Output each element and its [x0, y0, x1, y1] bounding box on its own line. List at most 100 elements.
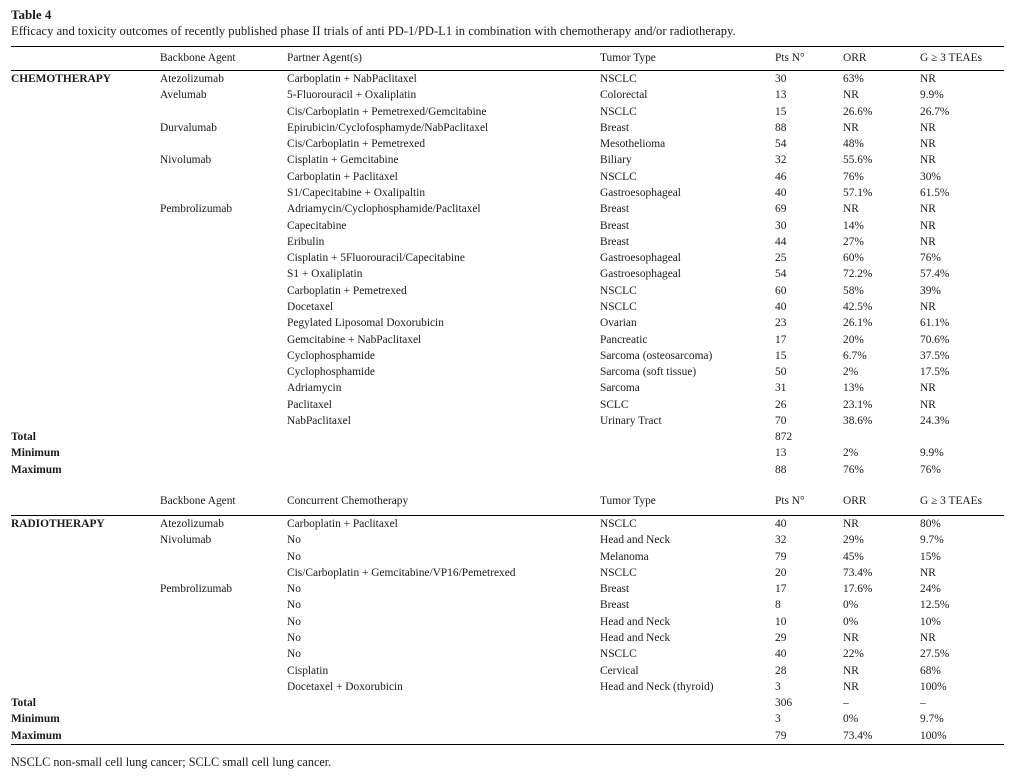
table-cell: Sarcoma (soft tissue): [600, 366, 697, 379]
section-label-cell: [11, 266, 160, 282]
summary-value-cell: 76%: [920, 463, 941, 476]
table-row: Carboplatin + Pemetrexed NSCLC 60 58% 39%: [11, 283, 1004, 299]
table-cell: 61.5%: [920, 186, 950, 199]
summary-value-cell: 2%: [843, 447, 859, 460]
table-cell: Head and Neck: [600, 615, 671, 628]
section-label-cell: [11, 332, 160, 348]
summary-label-cell: Minimum: [11, 447, 60, 460]
section-label-cell: [11, 532, 160, 548]
summary-value-cell: [600, 429, 775, 445]
column-header: Pts N°: [775, 47, 843, 71]
summary-value-cell: [600, 462, 775, 478]
table-cell: 54: [775, 138, 787, 151]
summary-row: Total 872: [11, 429, 1004, 445]
table-cell: 61.1%: [920, 317, 950, 330]
table-cell: 3: [775, 680, 781, 693]
section-label-cell: [11, 348, 160, 364]
table-cell: NR: [920, 154, 936, 167]
table-cell: 25: [775, 252, 787, 265]
table-cell: [160, 315, 287, 331]
table-cell: NSCLC: [600, 518, 637, 531]
table-cell: 40: [775, 186, 787, 199]
table-cell: NR: [920, 219, 936, 232]
outcomes-table: Backbone Agent Partner Agent(s) Tumor Type…: [11, 47, 1004, 745]
table-cell: Pembrolizumab: [160, 203, 233, 216]
section-label-cell: [11, 169, 160, 185]
table-row: Pembrolizumab Adriamycin/Cyclophosphamide…: [11, 201, 1004, 217]
table-cell: 31: [775, 382, 787, 395]
table-cell: 50: [775, 366, 787, 379]
table-cell: 13: [775, 89, 787, 102]
summary-value-cell: 9.7%: [920, 713, 944, 726]
table-cell: Eribulin: [287, 235, 325, 248]
table-cell: Adriamycin/Cyclophosphamide/Paclitaxel: [287, 203, 481, 216]
table-caption: Table 4 Efficacy and toxicity outcomes o…: [11, 6, 1004, 47]
table-cell: Cyclophosphamide: [287, 366, 375, 379]
table-row: No Melanoma 79 45% 15%: [11, 549, 1004, 565]
summary-value-cell: 3: [775, 713, 781, 726]
section-label-cell: [11, 234, 160, 250]
table-cell: 40: [775, 648, 787, 661]
table-cell: NR: [920, 398, 936, 411]
table-cell: Pancreatic: [600, 333, 648, 346]
section-label-cell: [11, 87, 160, 103]
section-label-cell: [11, 283, 160, 299]
table-cell: Breast: [600, 599, 630, 612]
table-cell: 24.3%: [920, 414, 950, 427]
table-cell: Breast: [600, 219, 630, 232]
table-row: No Head and Neck 29 NR NR: [11, 630, 1004, 646]
table-row: RADIOTHERAPY Atezolizumab Carboplatin + Pa…: [11, 516, 1004, 533]
table-cell: 46: [775, 170, 787, 183]
table-cell: [160, 266, 287, 282]
table-cell: [160, 185, 287, 201]
table-cell: [160, 348, 287, 364]
table-cell: 29: [775, 632, 787, 644]
table-cell: 37.5%: [920, 349, 950, 362]
table-cell: NSCLC: [600, 648, 637, 661]
summary-value-cell: [160, 695, 287, 711]
table-cell: [160, 299, 287, 315]
summary-label-cell: Minimum: [11, 713, 60, 726]
summary-value-cell: [287, 429, 600, 445]
summary-value-cell: 872: [775, 431, 793, 444]
table-cell: 14%: [843, 219, 864, 232]
table-cell: 55.6%: [843, 154, 873, 167]
table-cell: NR: [920, 138, 936, 151]
table-cell: 8: [775, 599, 781, 612]
section-label-cell: [11, 679, 160, 695]
table-cell: 26: [775, 398, 787, 411]
table-cell: S1/Capecitabine + Oxalipaltin: [287, 186, 426, 199]
section-label-cell: [11, 364, 160, 380]
table-cell: 9.9%: [920, 89, 944, 102]
table-cell: Docetaxel: [287, 300, 334, 313]
table-cell: 15: [775, 349, 787, 362]
table-cell: [160, 332, 287, 348]
table-cell: Ovarian: [600, 317, 637, 330]
table-cell: [160, 413, 287, 429]
summary-row: Total 306 – –: [11, 695, 1004, 711]
table-cell: NR: [843, 89, 859, 102]
summary-label-cell: Maximum: [11, 727, 160, 745]
table-cell: 76%: [920, 252, 941, 265]
table-footnote: NSCLC non-small cell lung cancer; SCLC s…: [11, 754, 332, 769]
table-cell: 48%: [843, 138, 864, 151]
table-cell: 80%: [920, 518, 941, 531]
table-cell: 57.4%: [920, 268, 950, 281]
table-cell: NR: [843, 203, 859, 216]
table-cell: 10: [775, 615, 787, 628]
table-row: Carboplatin + Paclitaxel NSCLC 46 76% 30%: [11, 169, 1004, 185]
table-cell: 0%: [843, 615, 859, 628]
table-cell: Sarcoma: [600, 382, 640, 395]
table-row: S1 + Oxaliplatin Gastroesophageal 54 72.2% 5…: [11, 266, 1004, 282]
table-cell: Nivolumab: [160, 154, 212, 167]
column-header: Pts N°: [775, 478, 843, 517]
table-cell: 63%: [843, 73, 864, 85]
summary-value-cell: 0%: [843, 713, 859, 726]
table-cell: 20: [775, 566, 787, 579]
table-row: Avelumab 5-Fluorouracil + Oxaliplatin Colo…: [11, 87, 1004, 103]
table-cell: S1 + Oxaliplatin: [287, 268, 363, 281]
table-cell: NR: [920, 382, 936, 395]
table-cell: Cis/Carboplatin + Pemetrexed/Gemcitabine: [287, 105, 487, 118]
column-header-row: Backbone Agent Concurrent Chemotherapy Tum…: [11, 478, 1004, 517]
table-title: Table 4: [11, 7, 52, 22]
